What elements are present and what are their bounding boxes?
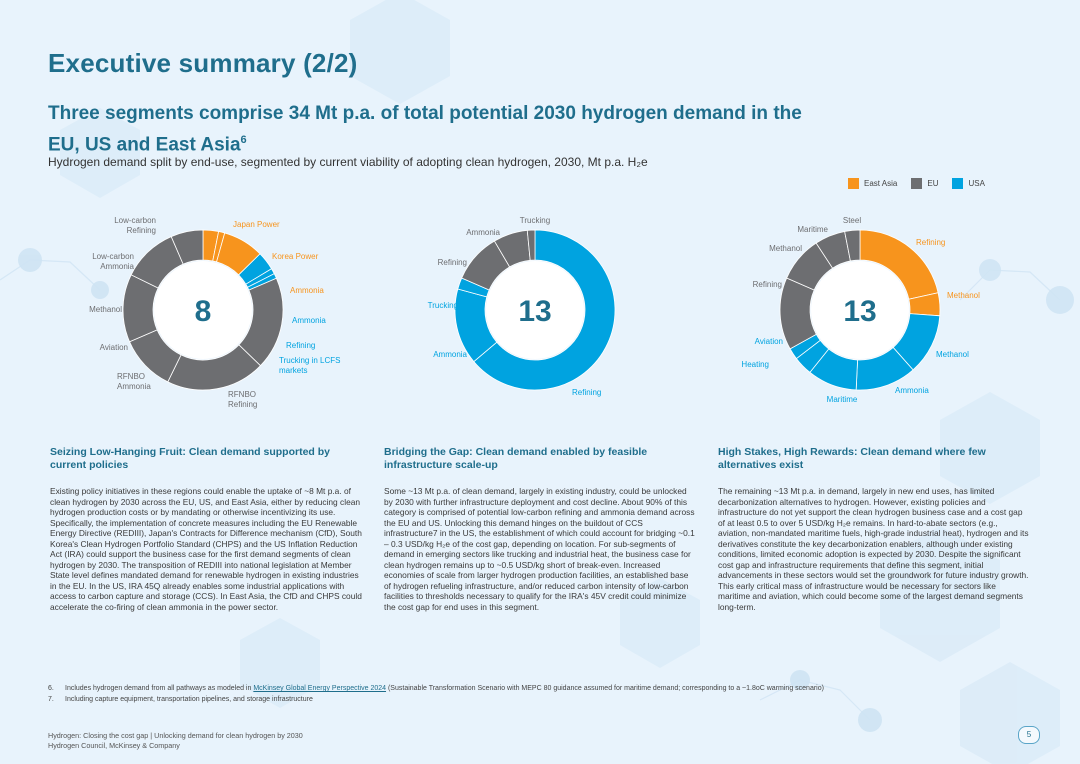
- footnote-ref: 6: [240, 134, 247, 146]
- footnote-number: 7.: [48, 696, 54, 703]
- footnote-number: 6.: [48, 685, 54, 692]
- donut-slice-steel: [844, 229, 861, 262]
- slice-label: Maritime: [827, 395, 858, 404]
- donut-total-label: 8: [195, 295, 212, 328]
- slice-label: Methanol: [936, 350, 969, 359]
- footnote-text: Including capture equipment, transportat…: [65, 696, 313, 703]
- donut-center: [811, 261, 909, 359]
- column-title: Bridging the Gap: Clean demand enabled b…: [384, 446, 648, 471]
- column-body: The remaining ~13 Mt p.a. in demand, lar…: [718, 486, 1029, 612]
- slice-label: RFNBO Ammonia: [117, 372, 151, 391]
- legend-item-usa: USA: [952, 178, 985, 189]
- slice-label: Trucking in LCFS markets: [279, 356, 341, 375]
- legend-label: EU: [927, 179, 939, 188]
- donut-slice-refining: [473, 229, 616, 391]
- chart-legend: East Asia EU USA: [848, 178, 985, 189]
- slice-label: Refining: [916, 238, 945, 247]
- footnote-text: (Sustainable Transformation Scenario wit…: [386, 685, 824, 692]
- slice-label: Methanol: [947, 291, 980, 300]
- page-footer: Hydrogen: Closing the cost gap | Unlocki…: [48, 731, 303, 750]
- slice-label: Japan Power: [233, 220, 280, 229]
- donut-total-label: 13: [843, 295, 876, 328]
- chart-description: Hydrogen demand split by end-use, segmen…: [48, 155, 648, 169]
- donut-slice-trucking: [526, 229, 536, 261]
- column-body: Some ~13 Mt p.a. of clean demand, largel…: [384, 486, 695, 612]
- donut-total-label: 13: [518, 295, 551, 328]
- slice-label: Ammonia: [466, 228, 500, 237]
- slice-label: Trucking: [520, 216, 550, 225]
- slice-label: Methanol: [769, 244, 802, 253]
- footnote-6: 6. Includes hydrogen demand from all path…: [48, 685, 824, 692]
- chart-headline: Three segments comprise 34 Mt p.a. of to…: [48, 100, 808, 158]
- slice-label: Refining: [286, 341, 315, 350]
- slice-label: Aviation: [100, 343, 128, 352]
- donut-slice-low-carbon-refining: [170, 229, 204, 265]
- slice-label: Trucking: [428, 301, 458, 310]
- footnote-7: 7. Including capture equipment, transport…: [48, 696, 313, 703]
- slice-label: Refining: [753, 280, 782, 289]
- donut-chart-low-hanging-fruit: 8 Low-carbon Refining Japan Power Low-carbon…: [89, 216, 341, 409]
- donut-chart-bridging-gap: 13 Trucking Ammonia Refining Trucking Ammonia…: [428, 216, 616, 397]
- footnote-link[interactable]: McKinsey Global Energy Perspective 2024: [253, 685, 387, 692]
- donut-center: [486, 261, 584, 359]
- legend-swatch: [952, 178, 964, 189]
- slice-label: Methanol: [89, 305, 122, 314]
- column-title: High Stakes, High Rewards: Clean demand …: [718, 446, 986, 471]
- column-high-stakes: High Stakes, High Rewards: Clean demand …: [718, 446, 1030, 612]
- slice-label: Low-carbon Refining: [114, 216, 156, 235]
- footer-source: Hydrogen Council, McKinsey & Company: [48, 740, 180, 750]
- slice-label: RFNBO Refining: [228, 390, 257, 409]
- slice-label: Low-carbon Ammonia: [92, 252, 134, 271]
- footer-title: Hydrogen: Closing the cost gap | Unlocki…: [48, 731, 303, 740]
- slice-label: Refining: [438, 258, 467, 267]
- slice-label: Maritime: [797, 225, 828, 234]
- slice-label: Ammonia: [895, 386, 929, 395]
- slice-label: Heating: [741, 360, 769, 369]
- chart-headline-text: Three segments comprise 34 Mt p.a. of to…: [48, 103, 802, 156]
- page-number: 5: [1018, 726, 1040, 744]
- legend-swatch: [848, 178, 859, 189]
- legend-swatch: [911, 178, 923, 189]
- column-bridging-gap: Bridging the Gap: Clean demand enabled b…: [384, 446, 696, 612]
- page-title: Executive summary (2/2): [48, 48, 358, 78]
- donut-chart-high-stakes: 13 Steel Maritime Refining Methanol Refining M…: [741, 216, 980, 404]
- slice-label: Ammonia: [290, 286, 324, 295]
- slice-label: Refining: [572, 388, 601, 397]
- slice-label: Korea Power: [272, 252, 319, 261]
- legend-label: East Asia: [864, 179, 898, 188]
- donut-center: [154, 261, 252, 359]
- slice-label: Steel: [843, 216, 861, 225]
- footnote-text: Includes hydrogen demand from all pathwa…: [65, 685, 254, 692]
- slice-label: Ammonia: [292, 316, 326, 325]
- slice-label: Aviation: [755, 337, 783, 346]
- column-title: Seizing Low-Hanging Fruit: Clean demand …: [50, 446, 331, 471]
- legend-item-east-asia: East Asia: [848, 178, 897, 189]
- column-low-hanging-fruit: Seizing Low-Hanging Fruit: Clean demand …: [50, 446, 362, 612]
- slice-label: Ammonia: [433, 350, 467, 359]
- column-body: Existing policy initiatives in these reg…: [50, 486, 362, 612]
- legend-label: USA: [968, 179, 985, 188]
- legend-item-eu: EU: [911, 178, 938, 189]
